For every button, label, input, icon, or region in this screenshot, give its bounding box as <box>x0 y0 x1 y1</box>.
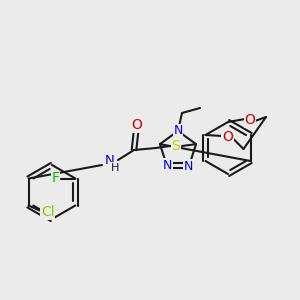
Text: O: O <box>132 118 142 132</box>
Text: N: N <box>163 159 172 172</box>
Text: O: O <box>244 113 255 127</box>
Text: S: S <box>172 139 180 153</box>
Text: Cl: Cl <box>41 206 54 220</box>
Text: N: N <box>173 124 183 137</box>
Text: H: H <box>111 163 119 173</box>
Text: F: F <box>51 172 59 185</box>
Text: N: N <box>184 160 193 173</box>
Text: O: O <box>222 130 233 144</box>
Text: N: N <box>105 154 115 167</box>
